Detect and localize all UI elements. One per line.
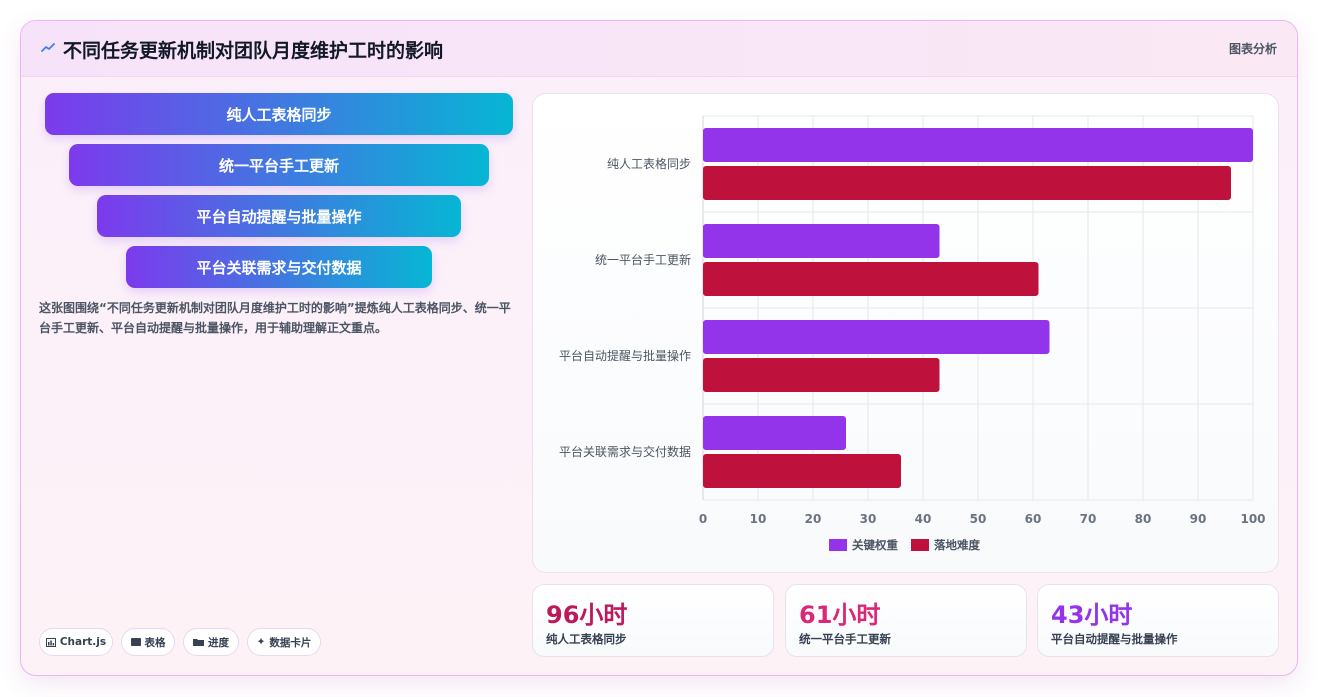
x-tick-label: 30 [860, 512, 877, 526]
x-tick-label: 100 [1240, 512, 1265, 526]
chip-data-card[interactable]: ✦ 数据卡片 [247, 628, 321, 656]
x-tick-label: 50 [970, 512, 987, 526]
x-tick-label: 10 [750, 512, 767, 526]
x-tick-label: 90 [1190, 512, 1207, 526]
bar-key-weight [703, 128, 1253, 162]
x-tick-label: 60 [1025, 512, 1042, 526]
x-tick-label: 70 [1080, 512, 1097, 526]
x-tick-label: 80 [1135, 512, 1152, 526]
funnel-item-unified-manual: 统一平台手工更新 [69, 144, 489, 186]
y-tick-label: 平台自动提醒与批量操作 [559, 348, 691, 363]
bar-difficulty [703, 454, 901, 488]
funnel-item-linked-data: 平台关联需求与交付数据 [126, 246, 432, 288]
stat-label: 纯人工表格同步 [546, 632, 627, 646]
bar-difficulty [703, 166, 1231, 200]
progress-icon [193, 639, 204, 646]
chip-label: 表格 [144, 636, 166, 649]
y-tick-label: 纯人工表格同步 [607, 156, 691, 171]
y-tick-label: 统一平台手工更新 [595, 252, 691, 267]
legend-label: 关键权重 [852, 538, 898, 552]
funnel-item-manual-sync: 纯人工表格同步 [45, 93, 513, 135]
chip-chartjs[interactable]: Chart.js [39, 628, 113, 656]
chart-panel: 0 10 20 30 40 50 60 70 80 90 100 纯人工表格同步统一平台手工更新平台自… [532, 93, 1279, 573]
chip-label: 进度 [208, 636, 229, 649]
bar-key-weight [703, 320, 1050, 354]
funnel-item-auto-reminder: 平台自动提醒与批量操作 [97, 195, 461, 237]
funnel-label: 平台关联需求与交付数据 [196, 258, 362, 277]
card-icon: ✦ [256, 636, 266, 648]
x-tick-label: 0 [699, 512, 707, 526]
chip-label: Chart.js [59, 636, 107, 648]
bar-chart: 0 10 20 30 40 50 60 70 80 90 100 纯人工表格同步统一平台手工更新平台自… [559, 115, 1266, 552]
stat-card-auto-reminder: 43小时 平台自动提醒与批量操作 [1037, 584, 1279, 657]
legend-swatch [829, 539, 847, 551]
table-icon [130, 638, 141, 646]
bar-key-weight [703, 416, 846, 450]
legend-swatch [911, 539, 929, 551]
trend-icon [41, 43, 55, 52]
y-tick-label: 平台关联需求与交付数据 [559, 444, 691, 459]
stat-card-manual-sync: 96小时 纯人工表格同步 [532, 584, 774, 657]
chart-analysis-tag: 图表分析 [1228, 42, 1277, 56]
stat-value: 96小时 [546, 601, 628, 629]
page-title: 不同任务更新机制对团队月度维护工时的影响 [63, 40, 444, 62]
funnel-label: 纯人工表格同步 [226, 105, 332, 124]
bar-difficulty [703, 358, 940, 392]
chip-table[interactable]: 表格 [121, 628, 175, 656]
stat-label: 平台自动提醒与批量操作 [1051, 632, 1178, 646]
legend-label: 落地难度 [934, 538, 980, 552]
stat-value: 61小时 [799, 601, 881, 629]
funnel-label: 平台自动提醒与批量操作 [196, 207, 362, 226]
chart-icon [45, 637, 56, 647]
x-tick-label: 40 [915, 512, 932, 526]
x-tick-label: 20 [805, 512, 822, 526]
funnel-label: 统一平台手工更新 [218, 156, 339, 175]
stat-card-unified-manual: 61小时 统一平台手工更新 [785, 584, 1027, 657]
chip-label: 数据卡片 [269, 636, 312, 649]
bar-difficulty [703, 262, 1039, 296]
stat-label: 统一平台手工更新 [799, 632, 891, 646]
bar-key-weight [703, 224, 940, 258]
header: 不同任务更新机制对团队月度维护工时的影响 图表分析 [21, 21, 1297, 77]
chip-progress[interactable]: 进度 [183, 628, 239, 656]
chart-description: 这张图围绕“不同任务更新机制对团队月度维护工时的影响”提炼纯人工表格同步、统一平… [39, 301, 511, 335]
main-card: 不同任务更新机制对团队月度维护工时的影响 图表分析 纯人工表格同步 统一平台手工… [20, 20, 1298, 676]
stat-value: 43小时 [1051, 601, 1133, 629]
